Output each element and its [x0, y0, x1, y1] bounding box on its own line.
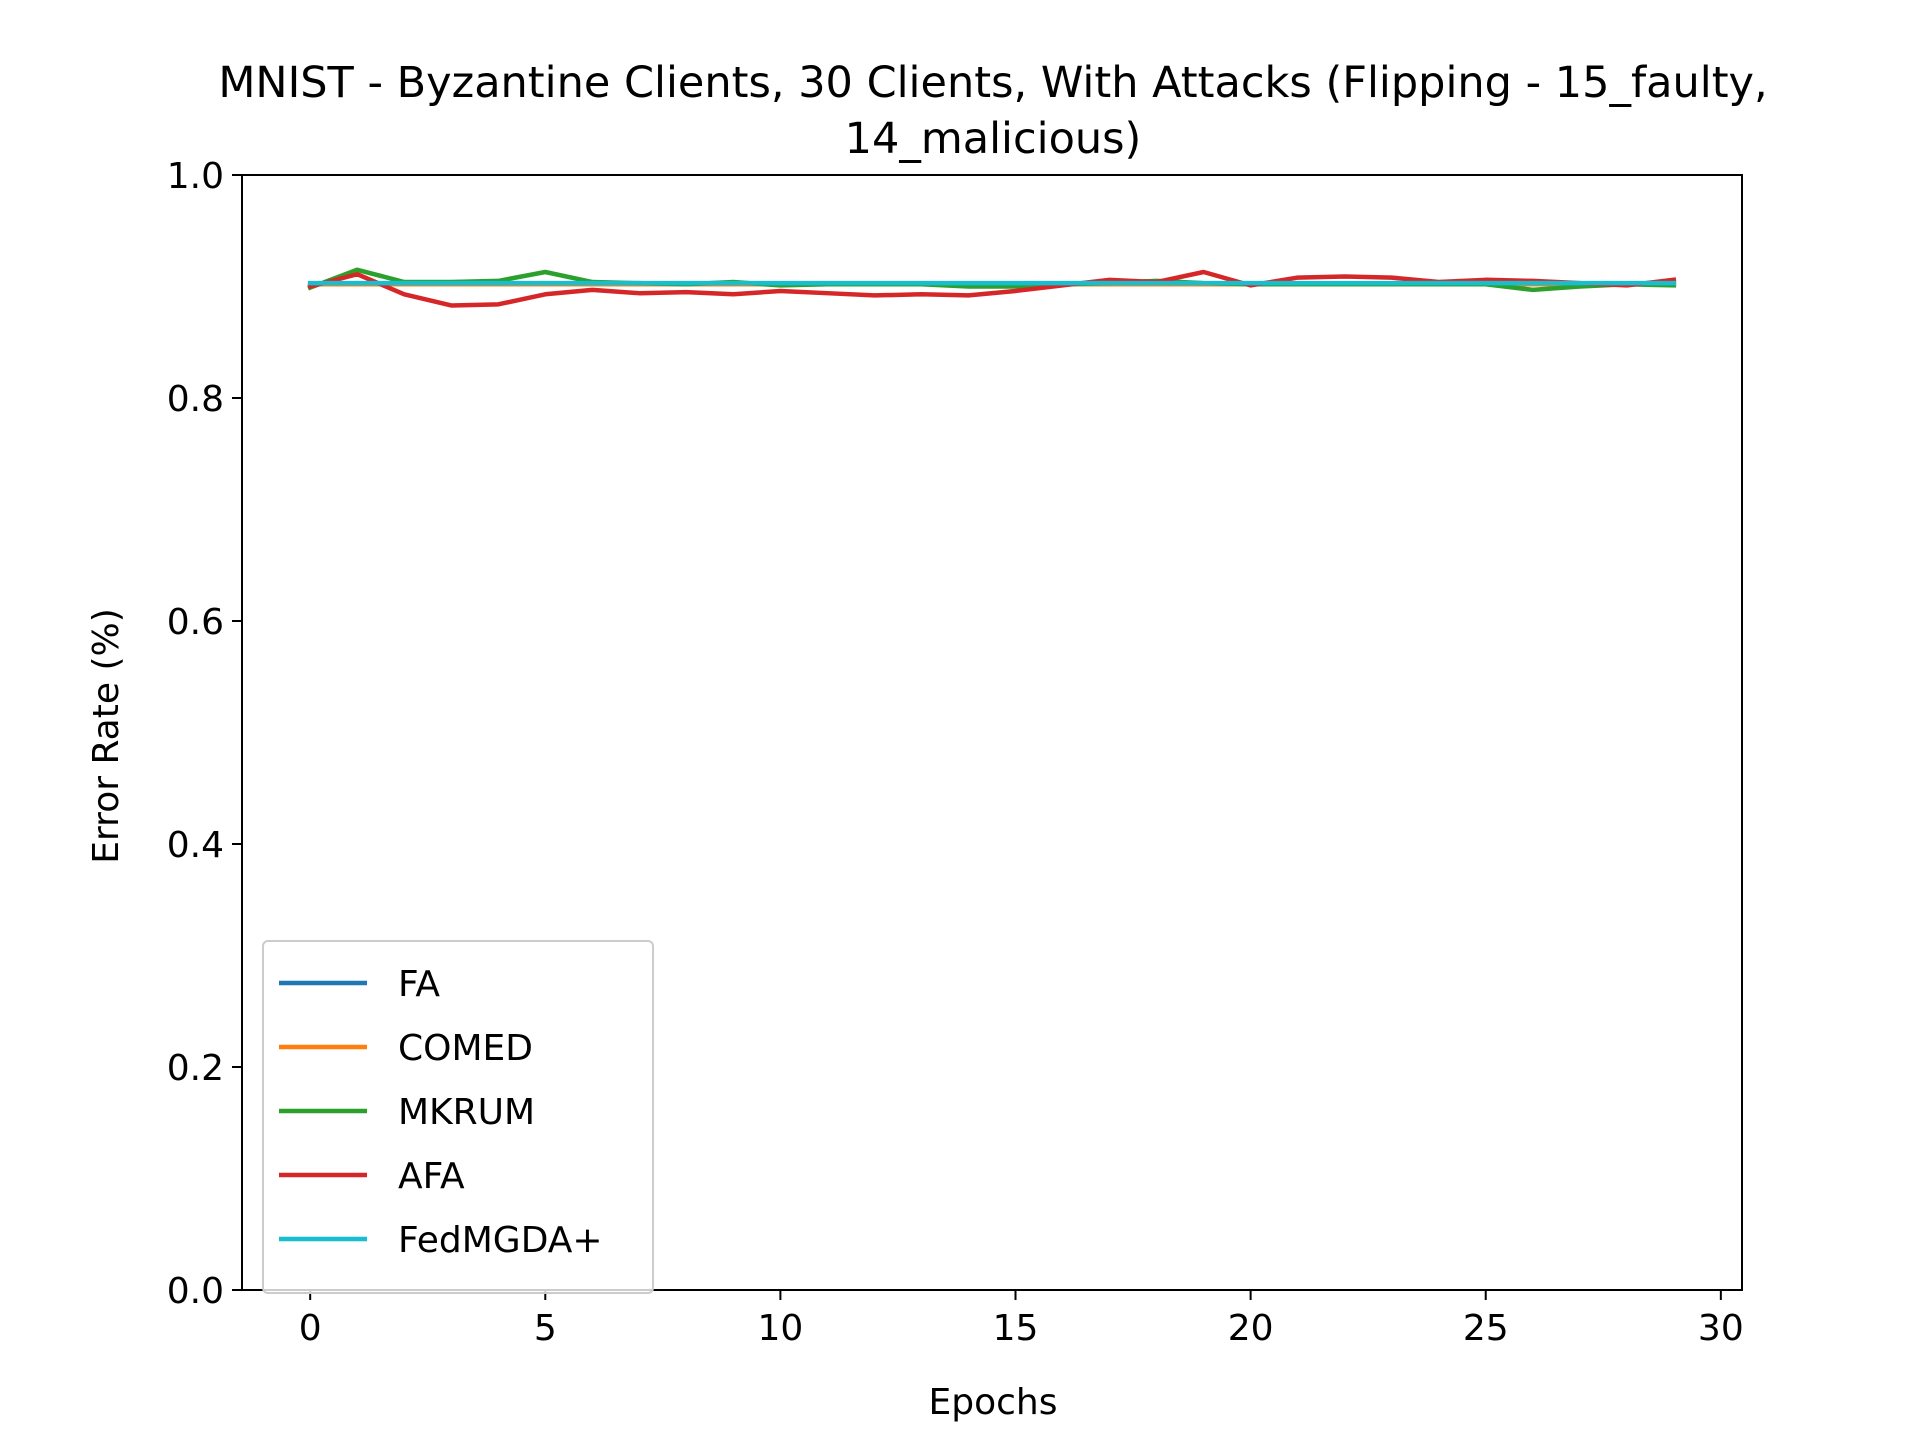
legend-label: FedMGDA+ — [398, 1220, 603, 1261]
x-axis-label: Epochs — [929, 1382, 1058, 1423]
chart-title-line-2: 14_malicious) — [845, 114, 1142, 164]
x-tick-label: 0 — [299, 1308, 322, 1349]
x-tick-label: 20 — [1228, 1308, 1274, 1349]
y-tick-label: 0.6 — [167, 602, 224, 643]
plot-area-frame — [241, 174, 1743, 1291]
x-tick-label: 30 — [1698, 1308, 1744, 1349]
legend-label: FA — [398, 964, 440, 1005]
series-layer — [307, 267, 1677, 308]
x-tick-label: 5 — [534, 1308, 557, 1349]
legend-label: COMED — [398, 1028, 533, 1069]
x-axis-ticks: 0 5 10 15 20 25 30 — [299, 1290, 1744, 1349]
chart-title-line-1: MNIST - Byzantine Clients, 30 Clients, W… — [218, 58, 1767, 108]
x-tick-label: 10 — [757, 1308, 803, 1349]
y-tick-label: 0.0 — [167, 1271, 224, 1312]
x-tick-label: 25 — [1463, 1308, 1509, 1349]
x-tick-label: 15 — [993, 1308, 1039, 1349]
y-axis-label: Error Rate (%) — [86, 608, 127, 863]
y-tick-label: 0.2 — [167, 1048, 224, 1089]
y-tick-label: 1.0 — [167, 156, 224, 197]
y-tick-label: 0.4 — [167, 825, 224, 866]
y-axis-ticks: 0.0 0.2 0.4 0.6 0.8 1.0 — [167, 156, 242, 1312]
legend: FA COMED MKRUM AFA FedMGDA+ — [262, 940, 654, 1294]
legend-label: AFA — [398, 1156, 465, 1197]
legend-label: MKRUM — [398, 1092, 535, 1133]
y-tick-label: 0.8 — [167, 379, 224, 420]
legend-box — [262, 940, 654, 1294]
